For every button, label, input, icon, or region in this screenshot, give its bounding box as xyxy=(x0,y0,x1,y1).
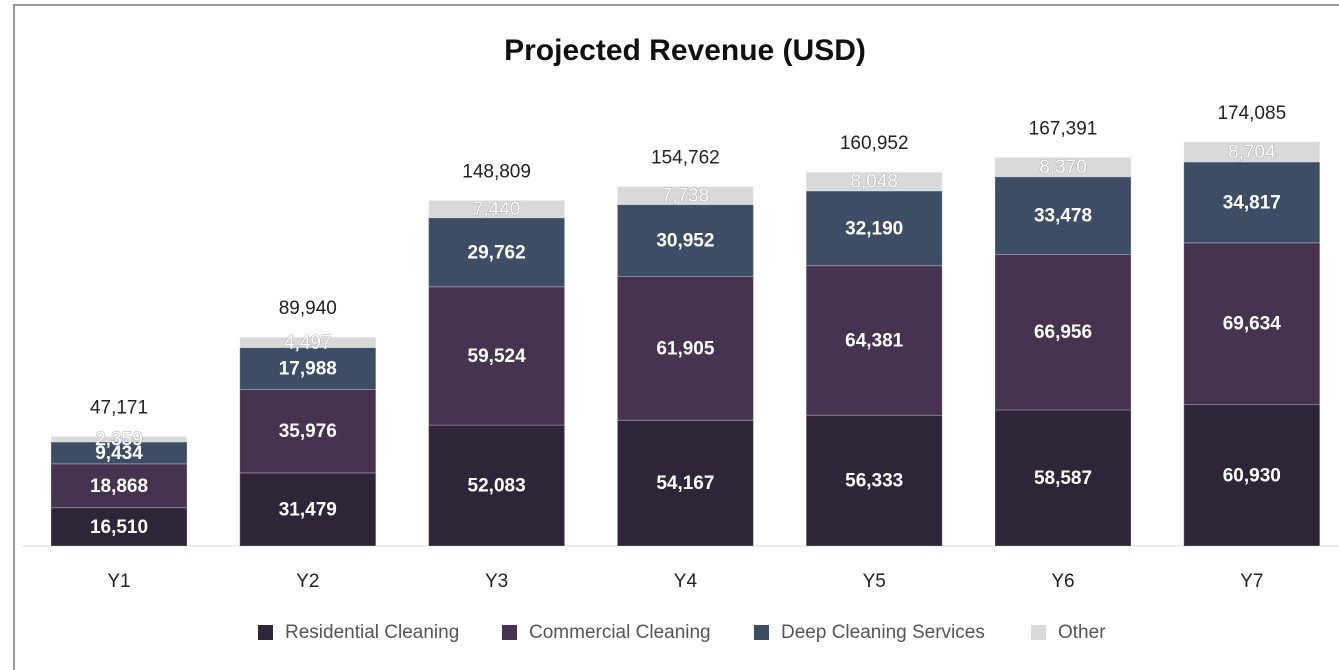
legend-swatch xyxy=(754,625,769,640)
total-label: 154,762 xyxy=(651,148,720,169)
segment-label: 54,167 xyxy=(656,473,714,494)
x-tick-label: Y2 xyxy=(296,571,319,592)
bar-segment xyxy=(428,286,566,426)
segment-label: 8,704 xyxy=(1228,142,1276,163)
legend-label: Deep Cleaning Services xyxy=(781,622,985,643)
total-label: 47,171 xyxy=(90,397,148,418)
segment-label: 59,524 xyxy=(468,346,527,367)
bar-segment xyxy=(994,156,1132,178)
x-tick-label: Y1 xyxy=(107,571,130,592)
total-label: 89,940 xyxy=(279,298,337,319)
segment-label: 7,738 xyxy=(662,186,710,207)
bar-segment xyxy=(50,435,188,443)
x-tick-label: Y5 xyxy=(863,571,886,592)
bar-segment xyxy=(239,472,377,547)
segment-label: 7,440 xyxy=(473,199,521,220)
segment-label: 64,381 xyxy=(845,330,904,351)
bar-segment xyxy=(50,463,188,509)
bar-segment xyxy=(616,419,754,547)
x-tick-label: Y7 xyxy=(1240,571,1263,592)
segment-label: 4,497 xyxy=(284,332,332,353)
segment-label: 2,359 xyxy=(95,429,143,450)
x-tick-label: Y6 xyxy=(1051,571,1074,592)
segment-label: 60,930 xyxy=(1223,465,1281,486)
bar-segment xyxy=(616,204,754,277)
bar-segment xyxy=(50,507,188,547)
segment-label: 32,190 xyxy=(845,218,903,239)
segment-label: 9,434 xyxy=(95,443,143,464)
segment-label: 61,905 xyxy=(656,338,715,359)
legend-swatch xyxy=(502,625,517,640)
bar-segment xyxy=(994,409,1132,547)
bar-segment xyxy=(428,424,566,547)
segment-label: 8,048 xyxy=(850,172,898,193)
x-tick-label: Y3 xyxy=(485,571,508,592)
segment-label: 16,510 xyxy=(90,517,148,538)
bar-segment xyxy=(239,347,377,390)
segment-label: 34,817 xyxy=(1223,192,1281,213)
legend-label: Other xyxy=(1058,622,1106,643)
bar-segment xyxy=(239,388,377,474)
legend-label: Commercial Cleaning xyxy=(529,622,711,643)
total-label: 160,952 xyxy=(840,133,909,154)
bar-segment xyxy=(805,190,943,267)
legend-swatch xyxy=(258,625,273,640)
total-label: 174,085 xyxy=(1217,103,1286,124)
bar-segment xyxy=(616,275,754,421)
segment-label: 66,956 xyxy=(1034,322,1092,343)
segment-label: 56,333 xyxy=(845,471,903,492)
segment-label: 17,988 xyxy=(279,358,337,379)
bar-segment xyxy=(428,199,566,219)
bar-segment xyxy=(1183,242,1321,406)
segment-label: 33,478 xyxy=(1034,206,1092,227)
x-tick-label: Y4 xyxy=(674,571,698,592)
total-label: 148,809 xyxy=(462,161,531,182)
bar-segment xyxy=(805,171,943,192)
chart-title: Projected Revenue (USD) xyxy=(504,34,866,67)
bar-segment xyxy=(1183,141,1321,163)
total-label: 167,391 xyxy=(1029,118,1098,139)
segment-label: 30,952 xyxy=(656,231,714,252)
segment-label: 29,762 xyxy=(468,242,526,263)
bar-segment xyxy=(616,186,754,206)
segment-label: 31,479 xyxy=(279,499,337,520)
bar-segment xyxy=(994,253,1132,411)
segment-label: 58,587 xyxy=(1034,468,1092,489)
segment-label: 18,868 xyxy=(90,476,148,497)
bar-segment xyxy=(1183,161,1321,244)
legend-swatch xyxy=(1031,625,1046,640)
segment-label: 52,083 xyxy=(468,476,526,497)
legend-label: Residential Cleaning xyxy=(285,622,459,643)
bar-segment xyxy=(1183,404,1321,547)
segment-label: 8,370 xyxy=(1039,157,1087,178)
segment-label: 35,976 xyxy=(279,421,337,442)
segment-label: 69,634 xyxy=(1223,314,1282,335)
bar-segment xyxy=(239,336,377,349)
